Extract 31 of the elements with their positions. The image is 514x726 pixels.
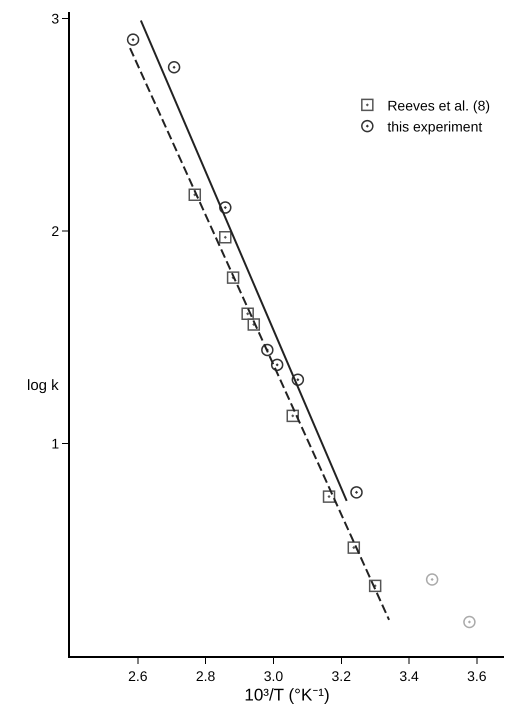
x-tick-label: 3.6 [467, 668, 487, 684]
y-tick-label: 2 [51, 222, 60, 239]
point [286, 410, 300, 422]
y-tick-label: 3 [51, 10, 60, 26]
y-axis-title: log k [27, 377, 60, 394]
point [463, 616, 476, 628]
point [168, 61, 180, 74]
point [322, 490, 336, 503]
x-tick-label: 3.2 [332, 668, 352, 684]
point [292, 373, 304, 386]
legend-label: Reeves et al. (8) [387, 97, 490, 114]
x-tick-label: 3.4 [399, 668, 419, 684]
point [368, 580, 382, 592]
x-axis-title: 10³/T (°K⁻¹) [244, 686, 330, 705]
x-tick-label: 2.6 [128, 668, 148, 684]
point [348, 541, 360, 554]
point [219, 231, 232, 244]
legend-label: this experiment [387, 118, 482, 135]
point [350, 486, 363, 499]
x-tick-label: 2.8 [196, 668, 216, 684]
point [426, 573, 438, 586]
point [241, 308, 254, 320]
point [248, 318, 260, 331]
point [261, 344, 274, 356]
point [270, 358, 284, 372]
y-tick-label: 1 [51, 435, 60, 452]
point [219, 201, 232, 214]
x-tick-label: 3.0 [264, 668, 284, 684]
point [126, 33, 140, 46]
point [226, 271, 240, 284]
point [188, 188, 202, 202]
